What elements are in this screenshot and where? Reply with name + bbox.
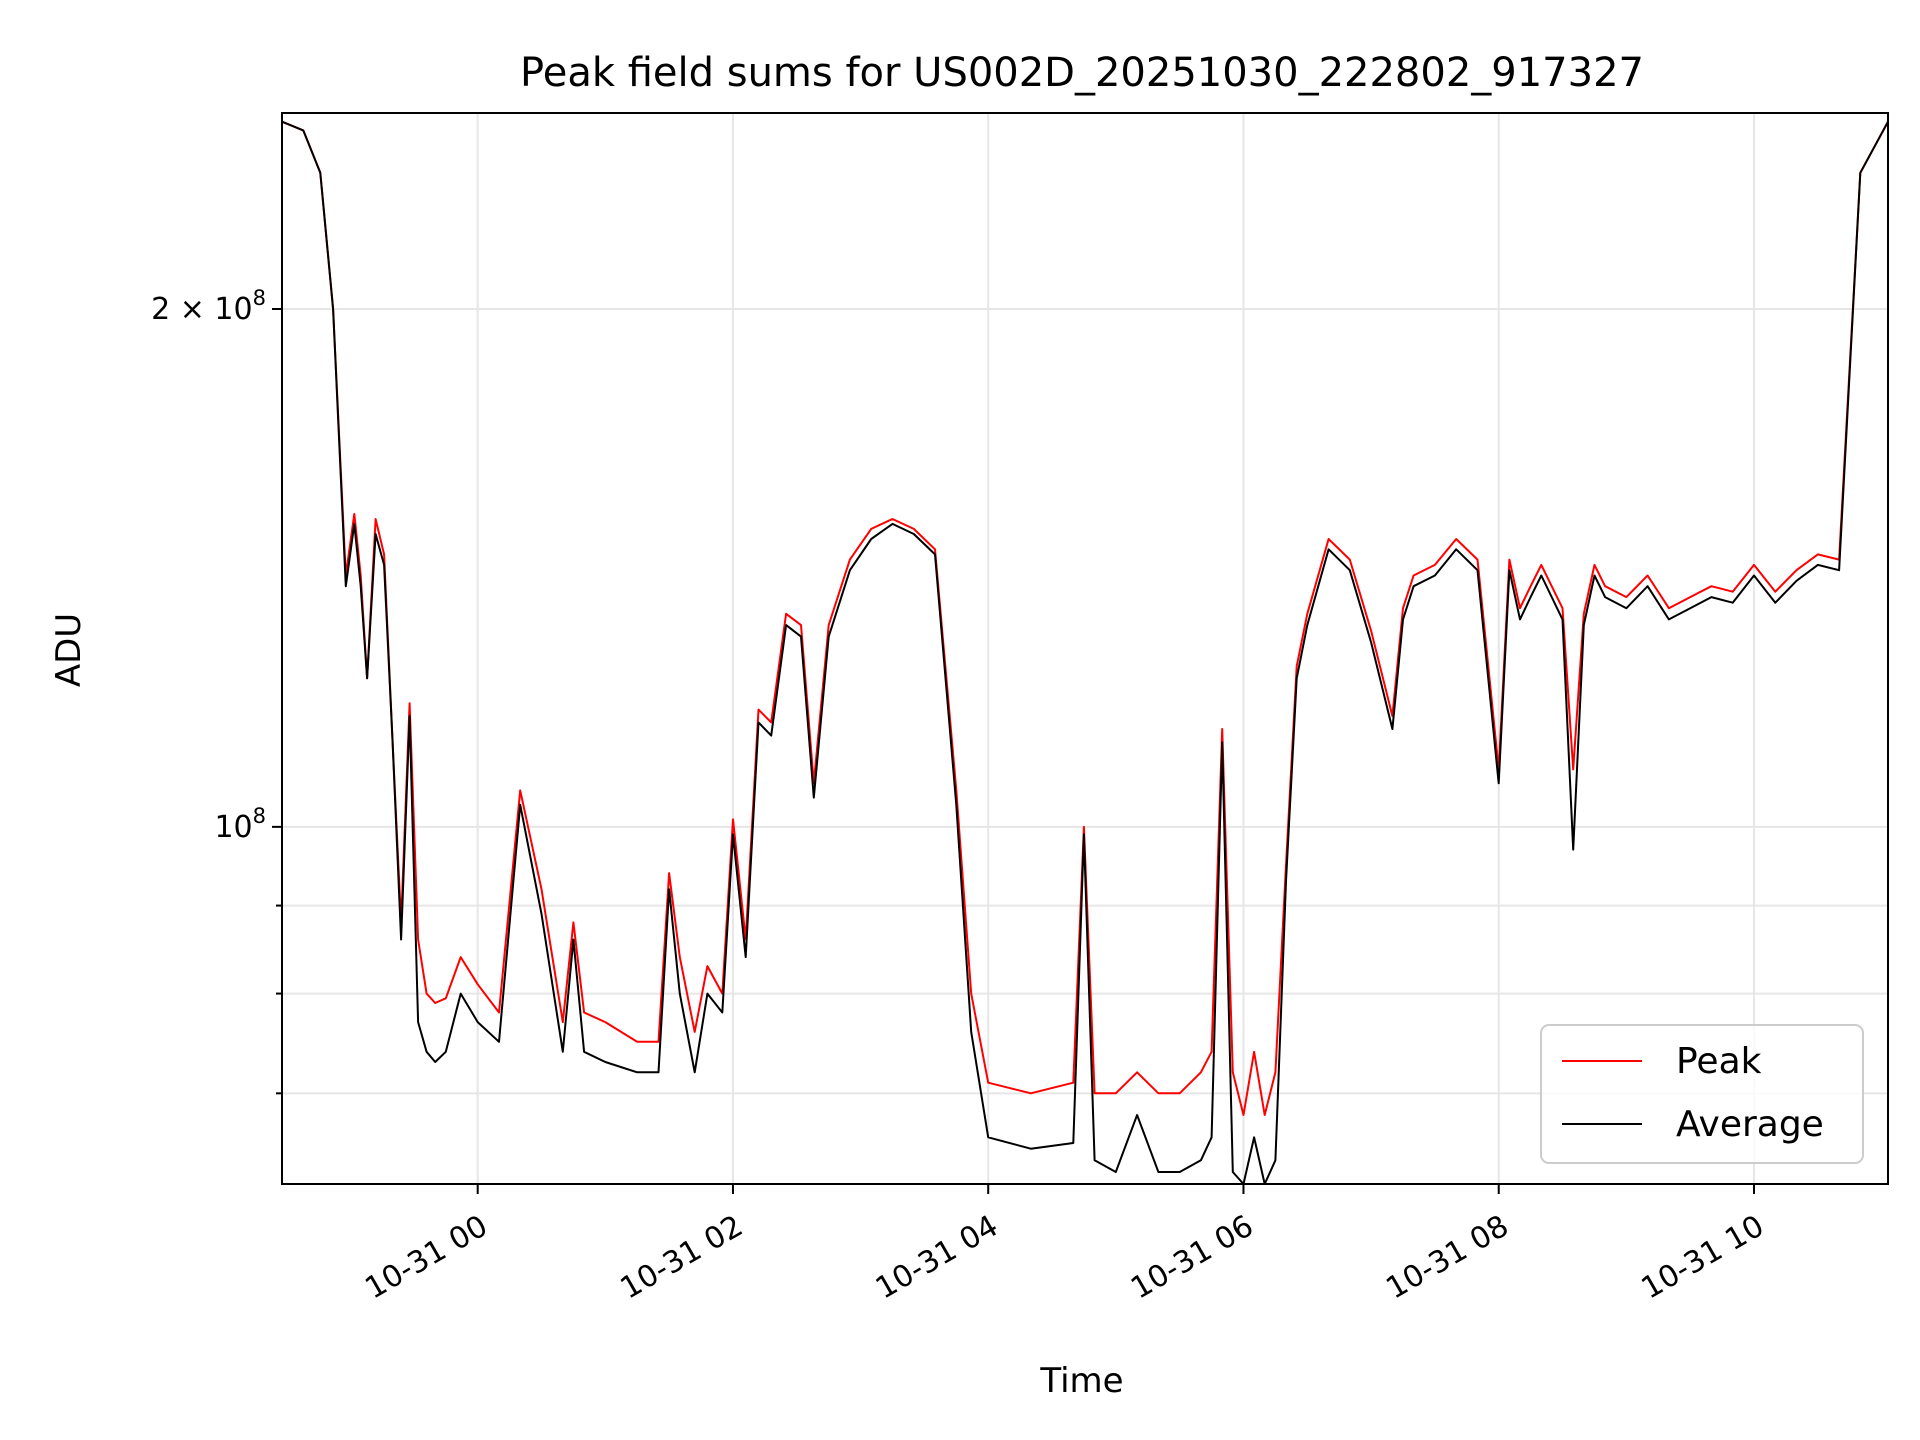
y-tick-label-exponent: 8 bbox=[253, 804, 266, 828]
plot-series bbox=[281, 120, 1889, 1185]
legend-label-average: Average bbox=[1676, 1104, 1824, 1145]
y-tick-label-exponent: 8 bbox=[253, 286, 266, 310]
legend-label-peak: Peak bbox=[1676, 1041, 1762, 1082]
series-line-average bbox=[281, 120, 1889, 1185]
y-tick-label-base: 10 bbox=[214, 810, 252, 845]
y-axis-label: ADU bbox=[49, 613, 89, 687]
y-tick-label-base: 2 × 10 bbox=[151, 292, 252, 327]
axes-frame bbox=[281, 112, 1889, 1185]
y-tick-label: 108 bbox=[214, 804, 266, 845]
y-tick-label: 2 × 108 bbox=[151, 286, 266, 327]
grid-lines bbox=[282, 113, 1888, 1184]
x-axis-label: Time bbox=[1039, 1361, 1123, 1401]
series-line-peak bbox=[281, 120, 1889, 1116]
legend-box bbox=[1540, 1024, 1864, 1164]
chart-title: Peak field sums for US002D_20251030_2228… bbox=[520, 50, 1644, 96]
legend: Peak Average bbox=[1540, 1024, 1864, 1164]
